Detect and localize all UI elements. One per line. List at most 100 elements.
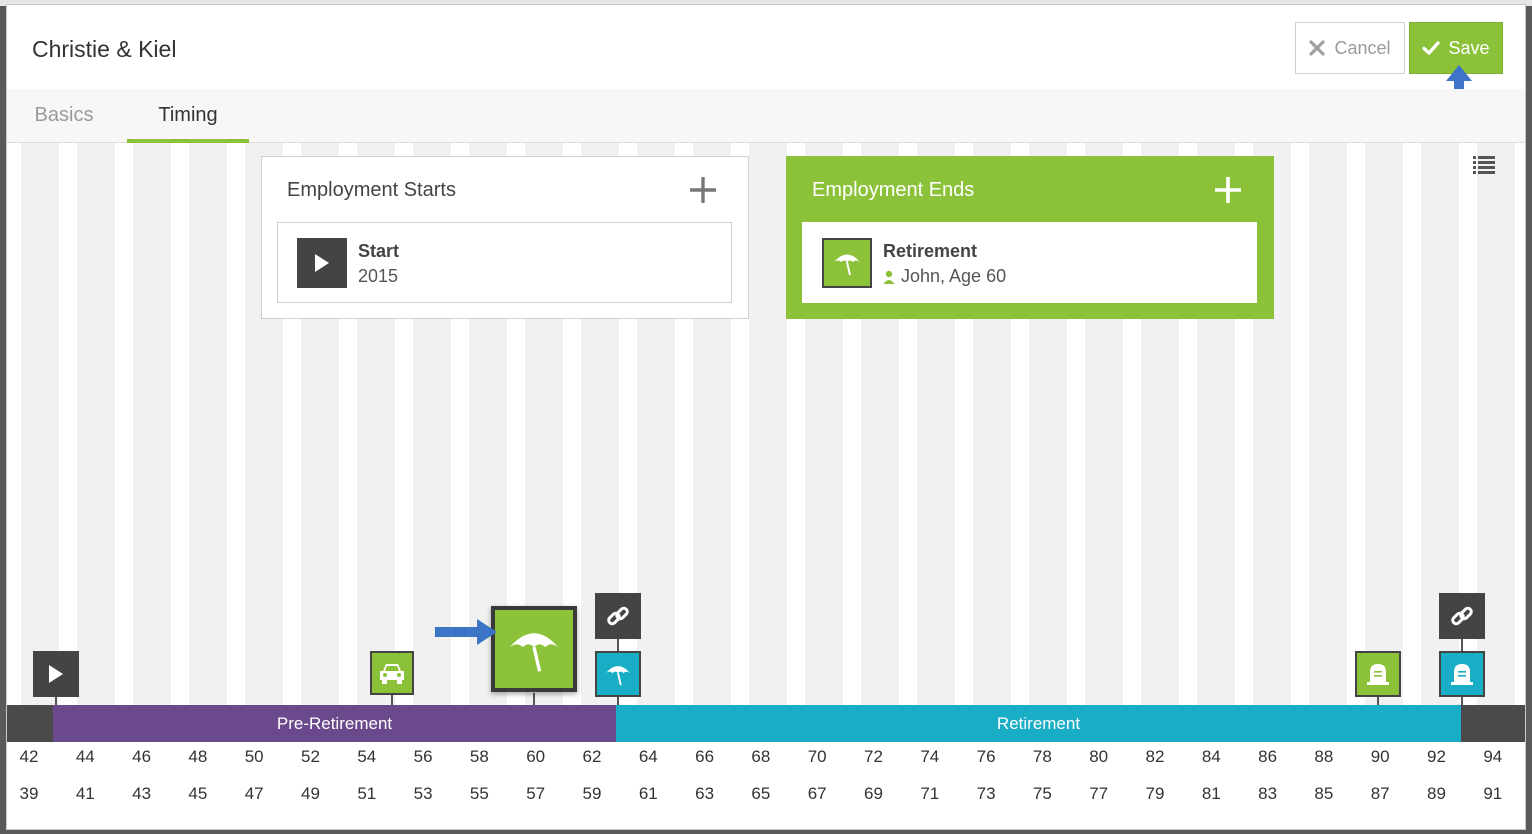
- age-primary-tick: 52: [301, 747, 320, 766]
- start-event-item[interactable]: Start 2015: [277, 222, 732, 303]
- age-primary-tick: 74: [920, 747, 940, 766]
- age-primary-tick: 94: [1483, 747, 1503, 766]
- background-window: [0, 0, 1532, 6]
- age-primary-tick: 42: [19, 747, 39, 766]
- retirement-segment[interactable]: Retirement: [616, 705, 1461, 742]
- tombstone-icon: [1451, 664, 1473, 685]
- tab-timing-label: Timing: [158, 104, 218, 126]
- age-primary-tick: 64: [638, 747, 658, 766]
- age-secondary-tick: 61: [638, 784, 658, 803]
- link-marker-end[interactable]: [1439, 593, 1485, 639]
- save-button[interactable]: Save: [1409, 22, 1503, 74]
- age-primary-tick: 76: [976, 747, 996, 766]
- age-axis-primary: 42 44 46 48 50 52 54 56 58 60 62 64 66 68 70 72 74 76 78 80…: [7, 747, 1525, 777]
- umbrella-icon: [822, 238, 872, 288]
- age-primary-tick: 68: [751, 747, 771, 766]
- link-icon: [1451, 606, 1473, 626]
- age-primary-tick: 86: [1258, 747, 1278, 766]
- cancel-button-label: Cancel: [1334, 37, 1391, 58]
- age-primary-tick: 46: [132, 747, 152, 766]
- age-primary-tick: 82: [1145, 747, 1165, 766]
- age-secondary-tick: 79: [1145, 784, 1165, 803]
- age-primary-tick: 48: [188, 747, 208, 766]
- age-primary-tick: 50: [244, 747, 264, 766]
- age-primary-tick: 56: [413, 747, 433, 766]
- death-marker[interactable]: [1355, 651, 1401, 697]
- link-marker-stem: [617, 639, 619, 651]
- age-secondary-tick: 43: [132, 784, 152, 803]
- retirement-event-title: Retirement: [883, 241, 978, 261]
- employment-starts-title: Employment Starts: [287, 179, 456, 201]
- age-primary-tick: 92: [1427, 747, 1446, 766]
- start-marker[interactable]: [33, 651, 79, 697]
- age-secondary-tick: 51: [357, 784, 377, 803]
- age-secondary-tick: 71: [920, 784, 940, 803]
- edit-modal: Christie & Kiel Cancel Save Basics Timin…: [6, 4, 1526, 830]
- car-marker[interactable]: [370, 651, 414, 695]
- add-end-event-icon[interactable]: [1213, 175, 1243, 205]
- age-primary-tick: 44: [75, 747, 95, 766]
- age-primary-tick: 78: [1032, 747, 1052, 766]
- tombstone-icon: [1367, 664, 1389, 685]
- umbrella-icon: [509, 633, 559, 672]
- employment-ends-title: Employment Ends: [812, 179, 975, 201]
- person-icon: [883, 270, 895, 284]
- check-icon: [1422, 41, 1441, 55]
- age-primary-tick: 66: [695, 747, 715, 766]
- link-marker[interactable]: [595, 593, 641, 639]
- age-secondary-tick: 53: [413, 784, 433, 803]
- link-icon: [607, 606, 629, 626]
- tab-basics[interactable]: Basics: [7, 89, 121, 142]
- pre-retirement-segment[interactable]: Pre-Retirement: [53, 705, 616, 742]
- age-secondary-tick: 77: [1089, 784, 1109, 803]
- age-secondary-tick: 69: [864, 784, 883, 803]
- age-secondary-tick: 57: [526, 784, 546, 803]
- age-primary-tick: 62: [582, 747, 602, 766]
- spouse-death-marker[interactable]: [1439, 651, 1485, 697]
- pre-retirement-label: Pre-Retirement: [276, 713, 393, 733]
- add-start-event-icon[interactable]: [688, 175, 718, 205]
- age-secondary-tick: 73: [976, 784, 996, 803]
- list-view-icon[interactable]: [1473, 155, 1495, 175]
- age-secondary-tick: 47: [244, 784, 264, 803]
- age-secondary-tick: 39: [19, 784, 39, 803]
- age-secondary-tick: 59: [582, 784, 602, 803]
- tab-timing[interactable]: Timing: [127, 89, 249, 143]
- retirement-marker-stem: [533, 693, 535, 705]
- death-marker-stem: [1377, 695, 1379, 705]
- age-primary-tick: 54: [357, 747, 377, 766]
- age-axis-secondary: 39 41 43 45 47 49 51 53 55 57 59 61 63 65 67 69 71 73 75 77…: [7, 784, 1525, 814]
- age-primary-tick: 84: [1201, 747, 1221, 766]
- phase-bar: Pre-Retirement Retirement: [7, 705, 1525, 742]
- age-primary-tick: 90: [1370, 747, 1390, 766]
- tab-basics-label: Basics: [34, 104, 94, 126]
- age-primary-tick: 80: [1089, 747, 1109, 766]
- cancel-button[interactable]: Cancel: [1295, 22, 1405, 74]
- retirement-event-person: John, Age 60: [883, 266, 1006, 287]
- close-icon: [1309, 40, 1326, 56]
- age-primary-tick: 60: [526, 747, 546, 766]
- timing-stage: Employment Starts Start 2015 Employment …: [7, 143, 1525, 705]
- age-secondary-tick: 65: [751, 784, 771, 803]
- age-primary-tick: 58: [469, 747, 489, 766]
- save-button-label: Save: [1448, 37, 1490, 58]
- spouse-retirement-marker-stem: [617, 695, 619, 705]
- retirement-event-person-text: John, Age 60: [901, 266, 1007, 286]
- play-icon: [297, 238, 347, 288]
- start-event-year: 2015: [358, 266, 398, 287]
- age-secondary-tick: 41: [75, 784, 95, 803]
- spouse-retirement-marker[interactable]: [595, 651, 641, 697]
- retirement-label: Retirement: [996, 713, 1081, 733]
- age-secondary-tick: 75: [1032, 784, 1052, 803]
- retirement-event-item[interactable]: Retirement John, Age 60: [802, 222, 1257, 303]
- spouse-death-marker-stem: [1461, 695, 1463, 705]
- arrow-right-annotation-icon: [435, 619, 497, 645]
- car-marker-stem: [391, 691, 393, 705]
- age-secondary-tick: 85: [1314, 784, 1334, 803]
- age-secondary-tick: 81: [1201, 784, 1221, 803]
- retirement-marker-selected[interactable]: [491, 606, 577, 692]
- umbrella-icon: [605, 666, 631, 686]
- age-secondary-tick: 55: [469, 784, 489, 803]
- age-secondary-tick: 67: [807, 784, 827, 803]
- start-event-year-text: 2015: [358, 266, 399, 286]
